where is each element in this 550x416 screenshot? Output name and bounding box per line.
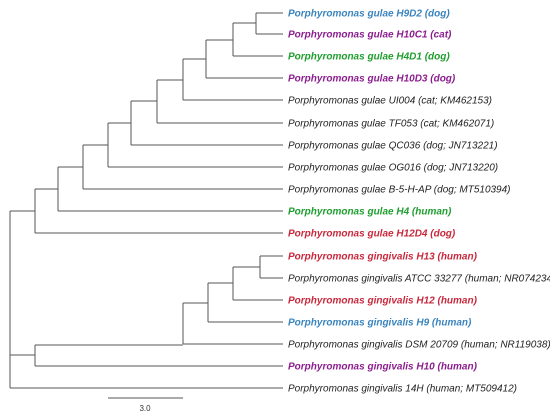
taxon-label: Porphyromonas gingivalis DSM 20709 (huma… xyxy=(288,340,550,351)
taxon-label: Porphyromonas gulae H10C1 (cat) xyxy=(288,30,452,41)
taxon-label: Porphyromonas gulae H12D4 (dog) xyxy=(288,229,456,240)
taxon-label: Porphyromonas gulae H10D3 (dog) xyxy=(288,74,456,85)
tree-branches xyxy=(9,12,283,389)
taxon-label: Porphyromonas gulae OG016 (dog; JN713220… xyxy=(288,163,498,174)
leaf-labels: Porphyromonas gulae H9D2 (dog) Porphyromo… xyxy=(288,9,550,395)
taxon-label: Porphyromonas gingivalis H10 (human) xyxy=(288,362,478,373)
taxon-label: Porphyromonas gulae UI004 (cat; KM462153… xyxy=(288,96,492,107)
taxon-label: Porphyromonas gulae TF053 (cat; KM462071… xyxy=(288,119,494,130)
taxon-label: Porphyromonas gulae QC036 (dog; JN713221… xyxy=(288,141,498,152)
taxon-label: Porphyromonas gulae H9D2 (dog) xyxy=(288,9,450,20)
taxon-label: Porphyromonas gulae H4 (human) xyxy=(288,207,452,218)
taxon-label: Porphyromonas gingivalis H12 (human) xyxy=(288,296,478,307)
taxon-label: Porphyromonas gulae B-5-H-AP (dog; MT510… xyxy=(288,185,511,196)
taxon-label: Porphyromonas gingivalis 14H (human; MT5… xyxy=(288,384,517,395)
scale-bar: 3.0 xyxy=(108,397,183,413)
scale-bar-label: 3.0 xyxy=(139,404,151,413)
taxon-label: Porphyromonas gulae H4D1 (dog) xyxy=(288,52,450,63)
taxon-label: Porphyromonas gingivalis H13 (human) xyxy=(288,252,478,263)
taxon-label: Porphyromonas gingivalis ATCC 33277 (hum… xyxy=(288,274,550,285)
taxon-label: Porphyromonas gingivalis H9 (human) xyxy=(288,318,472,329)
